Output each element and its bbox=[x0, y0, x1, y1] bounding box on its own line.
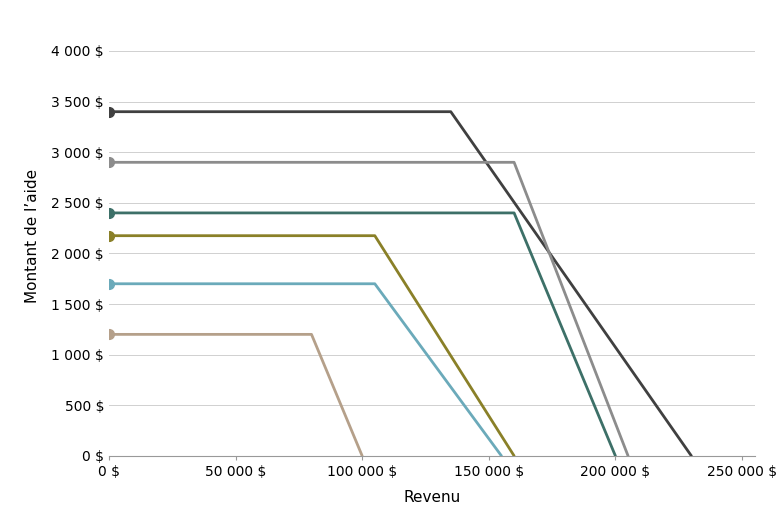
X-axis label: Revenu: Revenu bbox=[403, 490, 461, 505]
Y-axis label: Montant de l’aide: Montant de l’aide bbox=[25, 169, 40, 303]
